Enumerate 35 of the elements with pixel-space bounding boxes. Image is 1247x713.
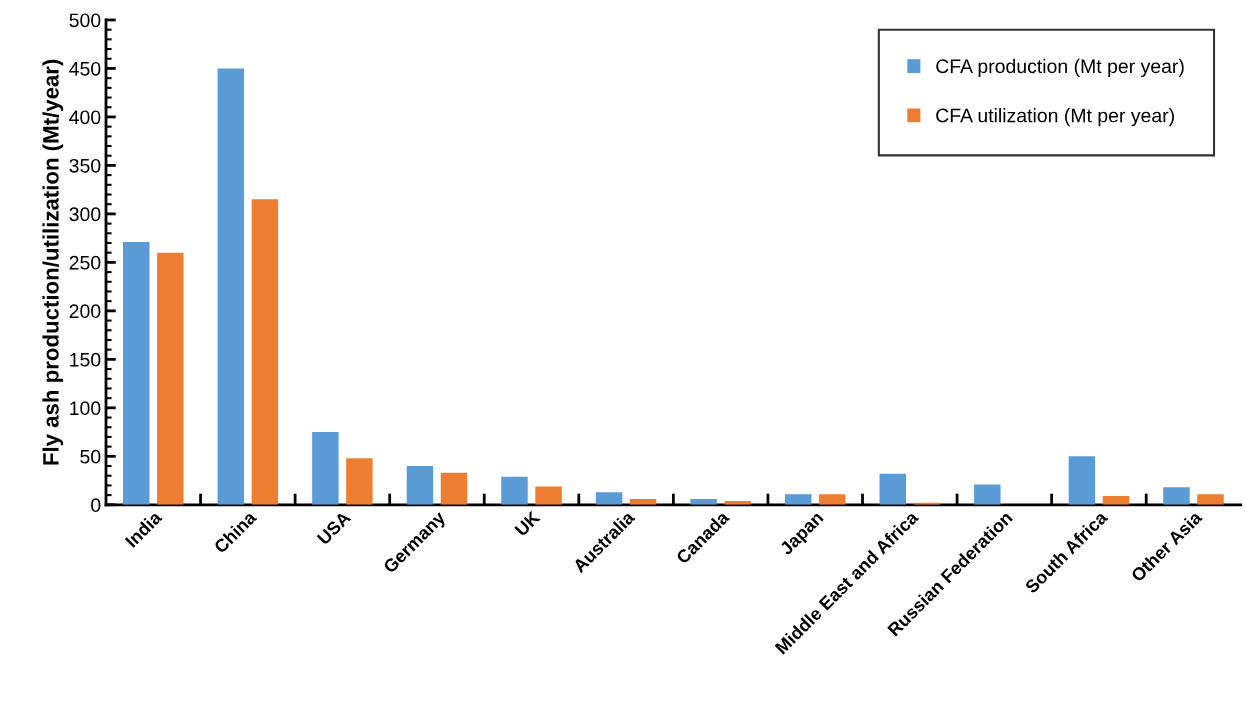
bar [784, 494, 812, 505]
y-tick-label: 250 [69, 255, 101, 270]
legend-label: CFA utilization (Mt per year) [936, 108, 1174, 127]
x-tick-label: UK [514, 510, 541, 537]
y-axis-title: Fly ash production/utilization (Mt/year) [42, 59, 64, 465]
bar [123, 242, 150, 505]
bar [251, 199, 279, 505]
y-tick-label: 400 [69, 110, 101, 125]
bar [217, 68, 245, 505]
bar [879, 473, 907, 505]
y-tick-label: 50 [80, 449, 101, 464]
bar [1197, 494, 1224, 505]
y-tick-label: 0 [91, 498, 101, 513]
y-tick-label: 500 [69, 13, 101, 28]
bar [974, 484, 1001, 505]
bar [535, 486, 562, 505]
y-tick-label: 300 [69, 207, 101, 222]
bar [1068, 456, 1096, 505]
x-tick-label: USA [316, 510, 352, 546]
y-tick-label: 150 [70, 352, 101, 367]
bar [157, 252, 184, 505]
y-tick-label: 200 [69, 304, 101, 319]
bar [819, 494, 846, 505]
legend-label: CFA production (Mt per year) [936, 58, 1184, 77]
bar [406, 466, 434, 505]
bar [595, 492, 623, 505]
bar [312, 432, 339, 505]
y-tick-label: 350 [69, 158, 101, 173]
bar [501, 476, 528, 505]
bar [1102, 496, 1130, 505]
bar [440, 472, 468, 505]
y-tick-label: 450 [69, 61, 101, 76]
bar [1163, 487, 1190, 505]
bar [346, 458, 373, 505]
y-tick-label: 100 [70, 401, 101, 416]
